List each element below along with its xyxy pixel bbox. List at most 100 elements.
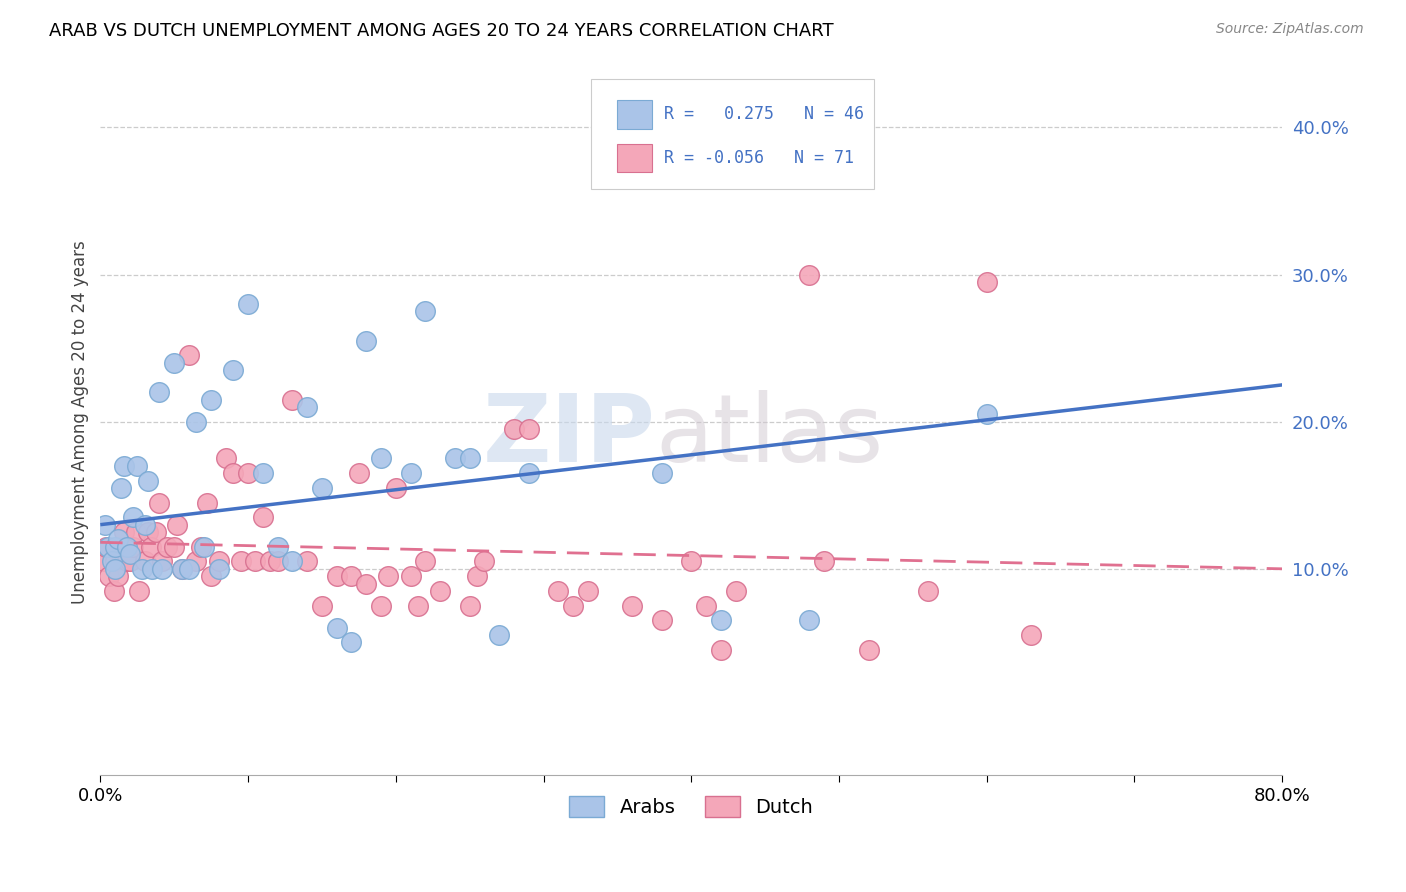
Point <box>222 466 245 480</box>
Point <box>136 524 159 539</box>
Point <box>517 422 540 436</box>
Point <box>163 356 186 370</box>
Point <box>474 554 496 568</box>
Point <box>134 554 156 568</box>
Point <box>236 297 259 311</box>
Point <box>340 635 363 649</box>
Point <box>917 583 939 598</box>
Point <box>200 392 222 407</box>
Point <box>98 569 121 583</box>
Point <box>377 569 399 583</box>
Point <box>222 363 245 377</box>
Point <box>724 583 747 598</box>
Point <box>245 554 267 568</box>
Point <box>104 554 127 568</box>
Point <box>156 540 179 554</box>
Point <box>295 400 318 414</box>
Point <box>166 517 188 532</box>
Point <box>976 407 998 421</box>
Point <box>444 451 467 466</box>
Point <box>141 562 163 576</box>
Point <box>562 599 585 613</box>
Point <box>429 583 451 598</box>
Point <box>651 613 673 627</box>
Point <box>112 524 135 539</box>
Point <box>710 613 733 627</box>
Point <box>325 621 347 635</box>
Point <box>295 554 318 568</box>
Point <box>681 554 703 568</box>
Point <box>347 466 370 480</box>
Point <box>406 599 429 613</box>
Text: R = -0.056   N = 71: R = -0.056 N = 71 <box>664 149 853 167</box>
Point <box>125 524 148 539</box>
Text: ARAB VS DUTCH UNEMPLOYMENT AMONG AGES 20 TO 24 YEARS CORRELATION CHART: ARAB VS DUTCH UNEMPLOYMENT AMONG AGES 20… <box>49 22 834 40</box>
Point <box>252 510 274 524</box>
Point <box>110 540 132 554</box>
Point <box>1019 628 1042 642</box>
Point <box>370 451 392 466</box>
Point <box>415 304 437 318</box>
Text: Source: ZipAtlas.com: Source: ZipAtlas.com <box>1216 22 1364 37</box>
Point <box>399 466 422 480</box>
Point <box>186 554 208 568</box>
Point <box>152 554 174 568</box>
Point <box>170 562 193 576</box>
Point <box>207 562 229 576</box>
Point <box>621 599 644 613</box>
FancyBboxPatch shape <box>591 79 875 188</box>
FancyBboxPatch shape <box>617 100 652 128</box>
Point <box>799 613 821 627</box>
Point <box>651 466 673 480</box>
Point <box>311 599 333 613</box>
Point <box>107 569 129 583</box>
Point <box>236 466 259 480</box>
Point <box>136 474 159 488</box>
Point <box>115 554 138 568</box>
Text: R =   0.275   N = 46: R = 0.275 N = 46 <box>664 105 865 123</box>
Point <box>503 422 526 436</box>
Point <box>163 540 186 554</box>
Point <box>103 583 125 598</box>
Point <box>115 540 138 554</box>
Point <box>356 576 378 591</box>
Point <box>177 348 200 362</box>
Point <box>121 510 143 524</box>
Point <box>170 562 193 576</box>
Point <box>547 583 569 598</box>
Point <box>813 554 835 568</box>
Point <box>190 540 212 554</box>
Point <box>488 628 510 642</box>
Point <box>112 458 135 473</box>
Point <box>200 569 222 583</box>
Point <box>131 562 153 576</box>
Point <box>94 517 117 532</box>
Point <box>97 540 120 554</box>
Point <box>340 569 363 583</box>
Point <box>104 562 127 576</box>
Point <box>121 540 143 554</box>
Point <box>385 481 408 495</box>
Point <box>215 451 238 466</box>
Point <box>325 569 347 583</box>
Point <box>101 554 124 568</box>
Point <box>148 495 170 509</box>
Point <box>356 334 378 348</box>
Point <box>517 466 540 480</box>
Y-axis label: Unemployment Among Ages 20 to 24 years: Unemployment Among Ages 20 to 24 years <box>72 240 89 604</box>
Point <box>252 466 274 480</box>
Point <box>145 524 167 539</box>
Point <box>458 599 481 613</box>
Point <box>195 495 218 509</box>
Point <box>186 415 208 429</box>
Point <box>281 554 304 568</box>
Point <box>128 583 150 598</box>
Point <box>118 547 141 561</box>
Point <box>193 540 215 554</box>
Point <box>104 540 127 554</box>
Point <box>695 599 717 613</box>
Point <box>152 562 174 576</box>
Point <box>858 642 880 657</box>
Point <box>311 481 333 495</box>
Point <box>415 554 437 568</box>
